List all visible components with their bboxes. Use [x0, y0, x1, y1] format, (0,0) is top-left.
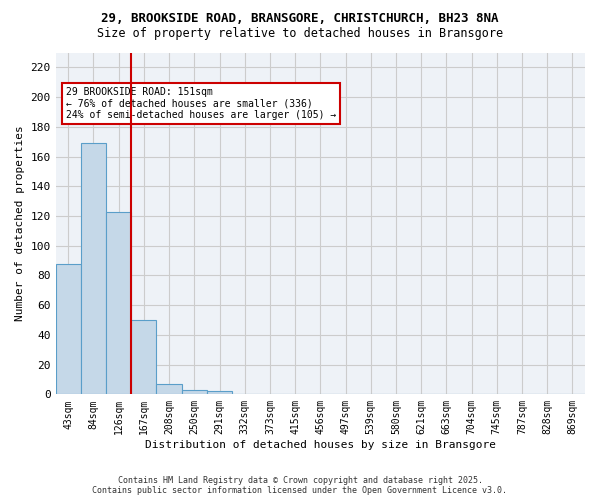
Text: Size of property relative to detached houses in Bransgore: Size of property relative to detached ho… [97, 28, 503, 40]
Bar [81, 143, 106, 395]
X-axis label: Distribution of detached houses by size in Bransgore: Distribution of detached houses by size … [145, 440, 496, 450]
Bar [207, 392, 232, 394]
Y-axis label: Number of detached properties: Number of detached properties [15, 126, 25, 322]
Text: 29 BROOKSIDE ROAD: 151sqm
← 76% of detached houses are smaller (336)
24% of semi: 29 BROOKSIDE ROAD: 151sqm ← 76% of detac… [66, 86, 337, 120]
Bar [56, 264, 81, 394]
Text: 29, BROOKSIDE ROAD, BRANSGORE, CHRISTCHURCH, BH23 8NA: 29, BROOKSIDE ROAD, BRANSGORE, CHRISTCHU… [101, 12, 499, 26]
Bar [106, 212, 131, 394]
Bar [131, 320, 157, 394]
Bar [182, 390, 207, 394]
Text: Contains HM Land Registry data © Crown copyright and database right 2025.
Contai: Contains HM Land Registry data © Crown c… [92, 476, 508, 495]
Bar [157, 384, 182, 394]
